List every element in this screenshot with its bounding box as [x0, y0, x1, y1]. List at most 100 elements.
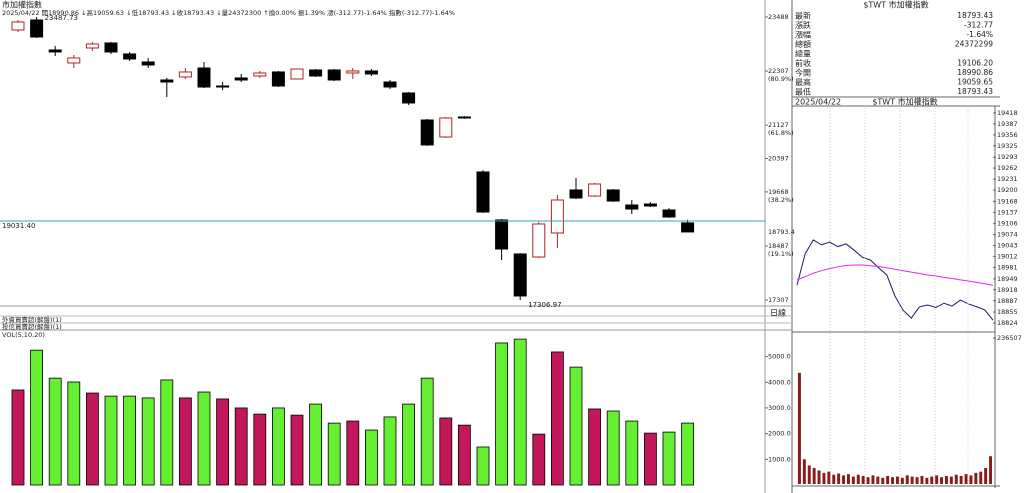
volume-bar: [48, 377, 62, 486]
y-tick-label: 1000.0: [768, 455, 791, 463]
y-tick-label: 236507: [997, 334, 1022, 342]
y-tick-label: 5000.0: [768, 353, 791, 361]
candle-body: [30, 19, 44, 38]
quote-label: 最新: [795, 11, 811, 21]
high-label: 23487.73: [45, 14, 78, 22]
volume-bar: [822, 472, 826, 484]
volume-bar: [606, 410, 620, 486]
volume-bar: [920, 475, 924, 484]
candle-body: [383, 81, 397, 88]
volume-bar: [402, 403, 416, 486]
price-header: 2025/04/22 開18990.86 ↓高19059.63 ↓低18793.…: [2, 8, 455, 17]
y-tick-label: 19418: [997, 109, 1018, 117]
volume-bar: [989, 456, 993, 484]
y-tick-label: 19231: [997, 175, 1018, 183]
volume-bar: [856, 474, 860, 484]
volume-bar: [891, 477, 895, 484]
quote-label: 最高: [795, 77, 811, 87]
candle-body: [625, 204, 639, 210]
low-label: 17306.97: [528, 301, 561, 309]
quote-label: 今開: [795, 68, 811, 78]
candle-body: [662, 209, 676, 218]
volume-bar: [253, 413, 267, 486]
volume-bar: [513, 338, 527, 486]
volume-bar: [327, 422, 341, 486]
volume-bar: [160, 379, 174, 486]
volume-bar: [895, 476, 899, 484]
volume-bar: [123, 395, 136, 486]
y-tick-label: 19043: [997, 242, 1018, 250]
quote-label: 最低: [795, 87, 811, 97]
volume-bar: [900, 477, 904, 484]
y-tick-label: 18887: [997, 297, 1018, 305]
volume-bar: [827, 471, 831, 484]
y-tick-label: 18981: [997, 264, 1018, 272]
y-tick-label: 23488: [768, 13, 789, 21]
volume-bar: [964, 474, 968, 484]
candle-body: [550, 199, 564, 234]
candle-body: [346, 70, 360, 74]
volume-bar: [851, 476, 855, 484]
volume-bar: [930, 476, 934, 484]
y-tick-label: 3000.0: [768, 404, 791, 412]
volume-bar: [197, 391, 211, 486]
volume-bar: [681, 422, 694, 486]
quote-value: 19059.65: [957, 78, 993, 87]
candle-body: [160, 79, 174, 83]
volume-bar: [969, 475, 973, 484]
y-tick-label: 18949: [997, 275, 1018, 283]
candle-body: [495, 219, 509, 250]
volume-bar: [457, 424, 471, 486]
volume-bar: [837, 473, 841, 484]
volume-bar: [925, 477, 929, 484]
indicator-label: VOL(5,10,20): [2, 331, 45, 339]
chart-title: 市加權指數: [2, 0, 42, 10]
volume-bar: [551, 351, 564, 486]
quote-value: 18990.86: [957, 68, 993, 77]
y-tick-label: 20397: [768, 155, 789, 163]
candle-body: [290, 68, 304, 80]
y-tick-label: 19137: [997, 208, 1018, 216]
indicator-label: 外資買賣超(解盤)(1): [2, 315, 62, 324]
y-tick-label: 18487: [768, 242, 789, 250]
candle-body: [513, 253, 527, 297]
y-tick-label: 19168: [997, 197, 1018, 205]
volume-bar: [216, 398, 230, 486]
volume-bar: [876, 476, 880, 484]
y-tick-label: 19668: [768, 188, 789, 196]
quote-label: 總量: [795, 49, 811, 59]
volume-bar: [495, 342, 509, 486]
candle-body: [11, 21, 25, 31]
y-tick-label: 19106: [997, 219, 1018, 227]
candle-body: [643, 203, 657, 207]
y-tick-label: 2000.0: [768, 430, 791, 438]
volume-bar: [309, 403, 323, 486]
candle-body: [85, 43, 99, 49]
y-tick-label: 4000.0: [768, 378, 791, 386]
candle-body: [606, 189, 620, 202]
volume-bar: [881, 477, 885, 484]
candle-body: [681, 222, 695, 233]
candle-body: [48, 49, 62, 53]
candle-body: [364, 70, 378, 75]
volume-bar: [346, 420, 360, 486]
quote-label: 總額: [795, 39, 811, 49]
candle-body: [532, 223, 546, 258]
volume-bar: [846, 474, 850, 484]
candle-body: [588, 183, 602, 197]
quote-label: 前收: [795, 58, 811, 68]
candle-body: [420, 119, 434, 146]
volume-bar: [797, 372, 801, 484]
volume-bar: [588, 408, 601, 486]
volume-bar: [644, 432, 657, 486]
volume-bar: [871, 475, 875, 484]
y-tick-label: 19074: [997, 231, 1018, 239]
reference-label: 19031.40: [2, 222, 35, 230]
y-tick-label: 18918: [997, 286, 1018, 294]
y-tick-label: 18855: [997, 308, 1018, 316]
candle-body: [476, 171, 490, 213]
y-tick-label: 18824: [997, 319, 1018, 327]
quote-value: 18793.43: [957, 11, 993, 20]
candle-body: [402, 92, 416, 104]
